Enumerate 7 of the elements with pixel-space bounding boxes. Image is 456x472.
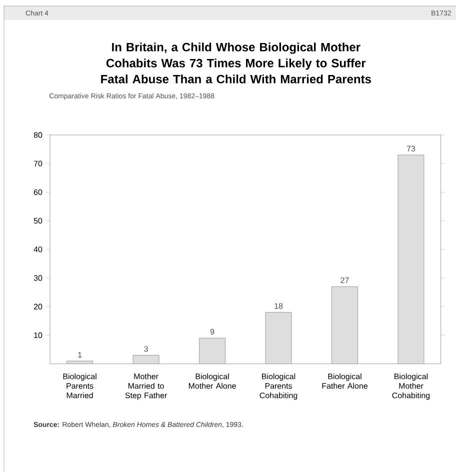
bar (332, 286, 358, 364)
bar (66, 360, 93, 364)
bar (398, 154, 424, 364)
chart-title: In Britain, a Child Whose Biological Mother Cohabits Was 73 Times More Likely to Suffer Fatal Abuse Than a Child With Married Parents (101, 42, 371, 84)
bar (199, 338, 226, 364)
bar (132, 355, 160, 364)
bar (265, 312, 292, 364)
